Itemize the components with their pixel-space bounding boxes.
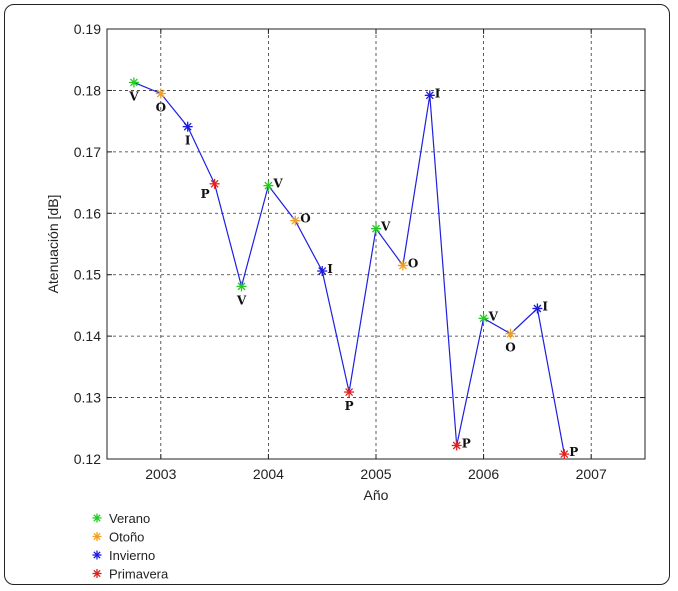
y-tick-label: 0.18 [74, 82, 101, 98]
figure-frame [4, 4, 670, 585]
data-point [532, 303, 543, 314]
season-letter-label: V [236, 293, 247, 307]
data-point [236, 281, 247, 292]
season-letter-label: P [345, 399, 354, 413]
x-axis-label: Año [364, 487, 389, 503]
season-letter-label: I [185, 134, 191, 148]
y-tick-label: 0.14 [74, 328, 101, 344]
legend: Verano Otoño Invierno Primavera [92, 511, 169, 582]
season-letter-label: I [327, 262, 333, 276]
data-point [371, 223, 381, 234]
legend-entry: Verano [92, 511, 150, 526]
legend-label: Primavera [109, 567, 169, 582]
y-tick-label: 0.13 [74, 390, 101, 406]
grid [107, 29, 645, 459]
legend-label: Invierno [109, 548, 155, 563]
season-letter-label: V [272, 177, 283, 191]
data-point [182, 121, 193, 132]
season-letter-label: P [569, 445, 578, 459]
legend-entry: Otoño [92, 530, 144, 545]
x-tick-label: 2003 [145, 466, 176, 482]
data-point [451, 440, 462, 451]
season-letter-label: O [408, 257, 418, 271]
y-tick-label: 0.16 [74, 205, 101, 221]
x-tick-label: 2004 [253, 466, 284, 482]
data-point [424, 90, 435, 101]
data-point [128, 77, 139, 88]
data-point [290, 215, 301, 226]
legend-label: Verano [109, 511, 150, 526]
data-point [559, 449, 570, 460]
x-tick-label: 2005 [360, 466, 391, 482]
axis-ticks: 0.12 0.13 0.14 0.15 0.16 0.17 0.18 0.19 2003 2004… [74, 21, 645, 482]
y-axis-label: Atenuación [dB] [45, 195, 61, 294]
season-letter-label: O [300, 212, 310, 226]
season-letter-label: V [488, 309, 499, 323]
data-point [263, 180, 274, 191]
season-letter-label: I [542, 300, 548, 314]
legend-label: Otoño [109, 530, 144, 545]
data-point [317, 266, 328, 277]
y-tick-label: 0.15 [74, 267, 101, 283]
data-point [397, 260, 408, 271]
data-point [344, 387, 355, 398]
data-points [128, 77, 570, 460]
y-tick-label: 0.17 [74, 144, 101, 160]
season-letter-label: I [435, 86, 441, 100]
season-letter-label: P [462, 436, 471, 450]
season-letter-label: V [380, 220, 391, 234]
plot-area [106, 28, 646, 460]
data-point [478, 313, 489, 324]
data-point [155, 88, 166, 99]
season-letter-label: V [128, 89, 139, 103]
season-letters: V O I P V V O I P V O I P V O I P [128, 86, 578, 459]
data-point [505, 328, 516, 339]
y-tick-label: 0.19 [74, 21, 101, 37]
season-letter-label: O [505, 341, 515, 355]
data-point [209, 178, 220, 189]
season-letter-label: O [156, 101, 166, 115]
x-tick-label: 2007 [576, 466, 607, 482]
y-tick-label: 0.12 [74, 451, 101, 467]
season-letter-label: P [201, 187, 210, 201]
x-tick-label: 2006 [468, 466, 499, 482]
legend-entry: Primavera [92, 567, 169, 582]
legend-entry: Invierno [92, 548, 155, 563]
